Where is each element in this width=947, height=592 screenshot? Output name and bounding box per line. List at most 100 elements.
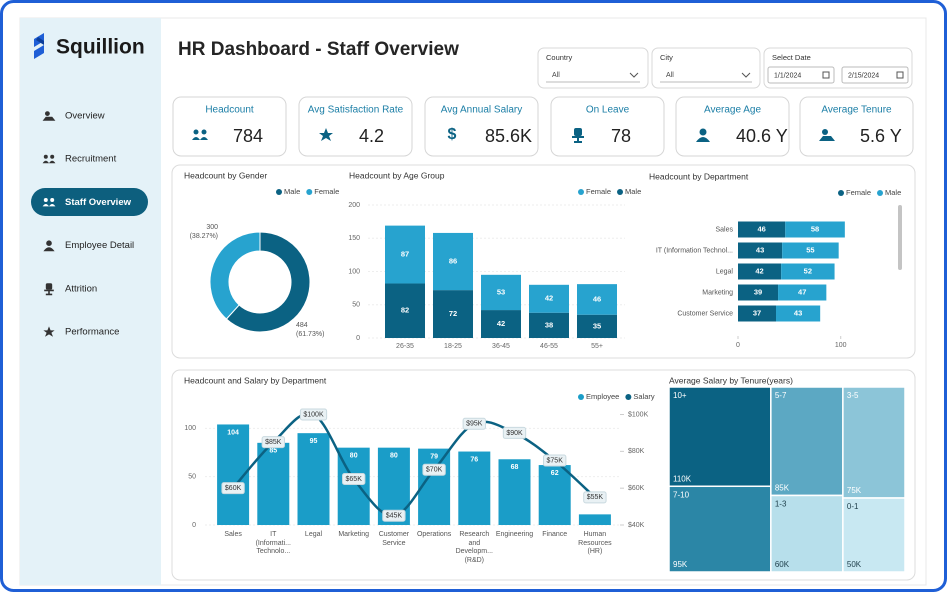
x-tick-label: Marketing	[338, 531, 370, 538]
x-tick-label: Customer Service	[378, 531, 410, 547]
legend-label: Male	[885, 188, 901, 197]
x-tick-label: 36-45	[492, 343, 510, 350]
nav-item[interactable]: Recruitment	[65, 154, 117, 165]
bar-segment	[385, 225, 425, 284]
x-tick-label: 100	[835, 342, 847, 349]
label-box	[221, 482, 245, 495]
panel	[171, 164, 916, 359]
filter-box[interactable]	[537, 47, 649, 89]
data-label: $45K	[386, 513, 403, 520]
icon	[696, 128, 710, 142]
y-tick-label: 0	[192, 522, 196, 529]
label-box	[462, 417, 486, 430]
bar-segment	[738, 284, 779, 301]
calendar-icon	[822, 71, 830, 79]
bar	[578, 514, 611, 525]
legend-swatch	[625, 394, 632, 400]
icon-part	[45, 283, 53, 290]
kpi-label: Avg Annual Salary	[441, 105, 523, 116]
legend-swatch	[877, 190, 884, 196]
nav-item[interactable]: Attrition	[65, 283, 97, 294]
icon	[572, 128, 584, 143]
icon-part	[45, 111, 50, 116]
x-tick-label: 46-55	[540, 343, 558, 350]
data-label: 87	[401, 250, 409, 259]
legend-label: Female	[586, 187, 611, 196]
calendar-icon	[896, 71, 904, 79]
filter-box[interactable]	[651, 47, 761, 89]
icon-part	[43, 154, 48, 159]
y-tick-label: Sales	[715, 226, 733, 233]
label-box	[502, 426, 527, 439]
legend-swatch	[578, 189, 584, 195]
bar	[418, 448, 451, 525]
kpi-value: 40.6 Y	[736, 126, 788, 146]
salary-label: $45K	[382, 509, 406, 522]
legend-label: Employee	[586, 392, 619, 401]
data-label: 95	[310, 438, 318, 445]
icon-part	[43, 198, 48, 202]
brand: Squillion	[56, 36, 145, 59]
nav-item[interactable]: Performance	[65, 327, 119, 338]
y-tick-label: 100	[348, 268, 360, 275]
icon	[42, 198, 56, 207]
icon-part	[42, 204, 56, 207]
kpi-label: Avg Satisfaction Rate	[308, 105, 404, 116]
bar	[498, 459, 531, 525]
data-label: 37	[753, 308, 761, 317]
kpi-card	[172, 96, 287, 157]
data-label: 55	[806, 245, 814, 254]
data-label: $90K	[506, 430, 523, 437]
cell-label: 10+	[673, 391, 687, 400]
data-label: $75K	[547, 457, 564, 464]
legend-swatch	[617, 189, 624, 195]
date-box[interactable]	[767, 66, 835, 84]
chart-title: Headcount by Department	[649, 171, 749, 181]
cell-value: 85K	[775, 484, 790, 493]
scrollbar	[898, 205, 902, 270]
icon-part	[42, 160, 56, 164]
kpi-card	[298, 96, 413, 157]
legend-label: Salary	[633, 392, 655, 401]
icon-part: $	[448, 126, 457, 143]
data-label: $100K	[303, 411, 324, 418]
page-title: HR Dashboard - Staff Overview	[178, 39, 459, 60]
date-box[interactable]	[841, 66, 909, 84]
kpi-value: 784	[233, 126, 263, 146]
kpi-value: 5.6 Y	[860, 126, 902, 146]
data-label: $95K	[466, 421, 483, 428]
y-tick-label: Marketing	[702, 289, 733, 296]
data-label: 484	[296, 322, 308, 329]
y-tick-label: Customer Service	[677, 310, 733, 317]
cell-value: 95K	[673, 560, 688, 569]
icon-part	[819, 136, 835, 141]
data-label: 86	[449, 257, 457, 266]
bar-segment	[385, 283, 425, 338]
y2-tick-label: $80K	[628, 448, 645, 455]
y-tick-label: 150	[348, 235, 360, 242]
cell-label: 1-3	[775, 500, 787, 509]
nav-item[interactable]: Overview	[65, 111, 105, 122]
nav-item[interactable]: Employee Detail	[65, 240, 134, 251]
chart-title: Average Salary by Tenure(years)	[669, 375, 793, 385]
icon	[42, 111, 56, 121]
cell-value: 50K	[847, 560, 862, 569]
y-tick-label: 0	[356, 335, 360, 342]
data-label: 46	[757, 224, 765, 233]
data-label: 85	[269, 448, 277, 455]
date-value: 1/1/2024	[774, 72, 801, 79]
data-label: 300	[206, 224, 218, 231]
chevron	[741, 72, 751, 78]
data-label: 52	[804, 266, 812, 275]
treemap-cell	[770, 386, 844, 497]
nav-item[interactable]: Staff Overview	[65, 197, 132, 208]
treemap-cell	[842, 386, 906, 499]
icon-part	[192, 137, 208, 140]
bar-segment	[433, 290, 473, 338]
y2-tick-label: $100K	[628, 411, 649, 418]
data-label: 79	[430, 453, 438, 460]
label-box	[382, 509, 406, 522]
x-tick-label: Legal	[304, 531, 323, 538]
x-tick-label: Research and Developm... (R&D)	[455, 531, 493, 564]
data-label: 80	[350, 453, 358, 460]
